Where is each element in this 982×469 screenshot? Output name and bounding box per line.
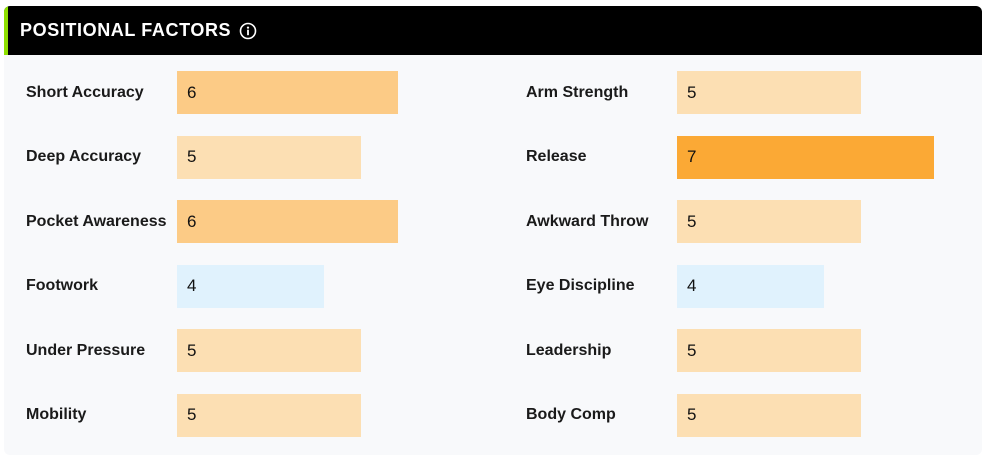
factor-row: Awkward Throw 5 xyxy=(526,200,982,244)
factor-label: Footwork xyxy=(26,277,98,295)
factor-value: 6 xyxy=(187,211,197,231)
section-header: POSITIONAL FACTORS xyxy=(4,6,982,55)
factor-value: 4 xyxy=(187,276,197,296)
factor-label: Under Pressure xyxy=(26,341,146,359)
factor-bar: 5 xyxy=(677,71,861,114)
factor-label: Pocket Awareness xyxy=(26,212,167,230)
factors-column-left: Short Accuracy 6 Deep Accuracy 5 Pocket … xyxy=(26,71,486,437)
factor-label: Body Comp xyxy=(526,406,616,424)
factor-bar: 5 xyxy=(677,200,861,244)
factor-bar: 6 xyxy=(177,71,398,114)
factor-bar: 5 xyxy=(177,135,361,179)
factor-value: 5 xyxy=(687,82,697,102)
factor-value: 6 xyxy=(187,82,197,102)
factor-bar: 4 xyxy=(177,264,324,308)
factor-value: 5 xyxy=(687,340,697,360)
factor-bar: 4 xyxy=(677,264,824,308)
factor-label: Deep Accuracy xyxy=(26,148,142,166)
factor-row: Leadership 5 xyxy=(526,329,982,373)
factor-label: Eye Discipline xyxy=(526,277,635,295)
factor-row: Body Comp 5 xyxy=(526,393,982,437)
factor-value: 5 xyxy=(187,340,197,360)
factor-row: Under Pressure 5 xyxy=(26,329,486,373)
factor-label: Awkward Throw xyxy=(526,212,649,230)
factor-value: 5 xyxy=(187,147,197,167)
factor-row: Release 7 xyxy=(526,135,982,179)
factor-value: 5 xyxy=(687,405,697,425)
positional-factors-card: POSITIONAL FACTORS Short Accuracy 6 Deep… xyxy=(4,6,982,455)
factor-value: 4 xyxy=(687,276,697,296)
factors-column-right: Arm Strength 5 Release 7 Awkward Throw 5… xyxy=(526,71,982,437)
factor-bar: 5 xyxy=(177,393,361,437)
factor-row: Arm Strength 5 xyxy=(526,71,982,114)
factor-row: Eye Discipline 4 xyxy=(526,264,982,308)
factor-value: 5 xyxy=(187,405,197,425)
factor-bar: 5 xyxy=(677,393,861,437)
factor-row: Mobility 5 xyxy=(26,393,486,437)
factor-label: Leadership xyxy=(526,341,612,359)
factor-row: Pocket Awareness 6 xyxy=(26,200,486,244)
factor-row: Footwork 4 xyxy=(26,264,486,308)
info-circle-icon[interactable] xyxy=(239,22,257,40)
factor-bar: 5 xyxy=(177,329,361,373)
factor-label: Release xyxy=(526,148,587,166)
factor-label: Short Accuracy xyxy=(26,83,144,101)
factor-bar: 7 xyxy=(677,135,934,179)
factor-label: Mobility xyxy=(26,406,87,424)
factor-bar: 5 xyxy=(677,329,861,373)
factor-value: 7 xyxy=(687,147,697,167)
factor-row: Short Accuracy 6 xyxy=(26,71,486,114)
factor-label: Arm Strength xyxy=(526,83,629,101)
factor-bar: 6 xyxy=(177,200,398,244)
factor-value: 5 xyxy=(687,211,697,231)
section-title: POSITIONAL FACTORS xyxy=(20,20,232,40)
factor-row: Deep Accuracy 5 xyxy=(26,135,486,179)
